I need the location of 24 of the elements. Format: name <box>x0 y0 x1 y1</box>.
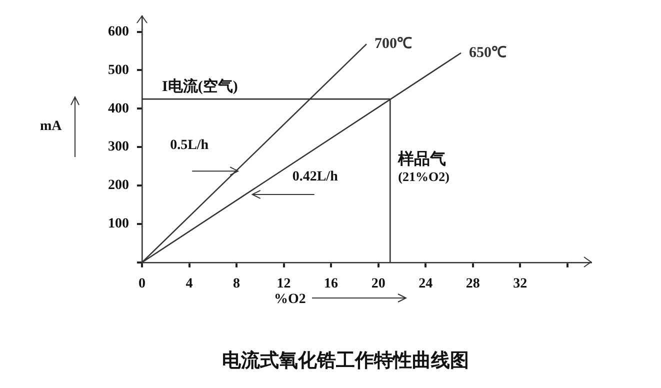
x-tick-label: 16 <box>324 276 338 292</box>
y-axis-title: mA <box>40 119 63 134</box>
y-tick-label: 100 <box>108 216 129 232</box>
x-tick-label: 24 <box>418 276 433 292</box>
x-tick-label: 20 <box>371 276 386 292</box>
x-tick-label: 0 <box>138 276 146 292</box>
text: 电流式氧化锆工作特性曲线图 <box>222 350 469 372</box>
y-tick-label: 400 <box>108 101 129 116</box>
ref-line-label: I电流(空气) <box>162 77 238 96</box>
series-label: 650℃ <box>469 44 507 61</box>
annotation: 0.5L/h <box>170 138 209 154</box>
y-tick-label: 600 <box>108 24 129 40</box>
x-tick-label: 32 <box>513 276 528 292</box>
y-tick-label: 200 <box>108 178 129 194</box>
y-tick-label: 500 <box>108 62 129 78</box>
x-tick-label: 4 <box>186 276 193 292</box>
x-tick-label: 28 <box>466 276 480 292</box>
series-label: 700℃ <box>374 36 412 52</box>
annotation: 0.42L/h <box>292 169 338 184</box>
y-tick-label: 300 <box>108 140 129 155</box>
x-axis-title: %O2 <box>274 292 306 307</box>
x-tick-label: 8 <box>233 276 240 292</box>
x-tick-label: 12 <box>276 276 291 292</box>
ref-line-label: 样品气 (21%O2) <box>397 150 450 184</box>
